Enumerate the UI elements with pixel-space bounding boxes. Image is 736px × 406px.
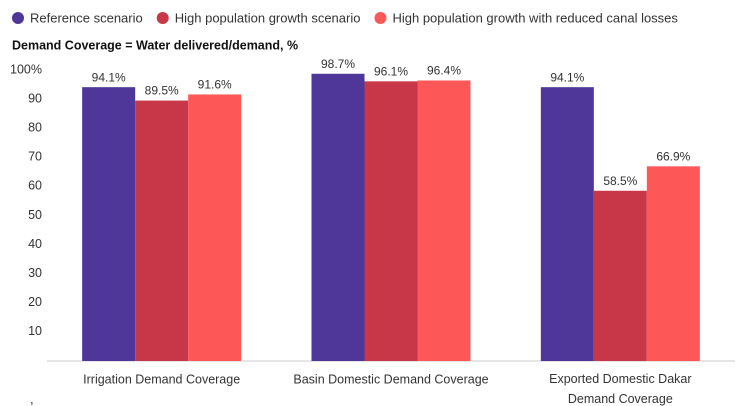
bar bbox=[82, 87, 136, 361]
bar bbox=[135, 100, 189, 362]
data-label: 89.5% bbox=[145, 84, 179, 98]
x-tick-label: Basin Domestic Demand Coverage bbox=[293, 372, 488, 386]
y-tick-label: 60 bbox=[28, 179, 42, 193]
data-label: 96.1% bbox=[374, 65, 408, 79]
bar bbox=[593, 190, 647, 361]
chart-subtitle: Demand Coverage = Water delivered/demand… bbox=[12, 38, 298, 52]
legend-label: High population growth with reduced cana… bbox=[392, 10, 678, 25]
bar bbox=[188, 94, 242, 361]
y-tick-label: 50 bbox=[28, 208, 42, 222]
y-tick-label: 70 bbox=[28, 150, 42, 164]
bar bbox=[311, 73, 365, 362]
data-label: 94.1% bbox=[550, 70, 584, 84]
y-tick-label: 30 bbox=[28, 266, 42, 280]
legend-marker bbox=[156, 12, 169, 24]
data-label: 91.6% bbox=[198, 78, 232, 92]
data-label: 98.7% bbox=[321, 57, 355, 71]
data-label: 58.5% bbox=[603, 174, 637, 188]
x-tick-label: Irrigation Demand Coverage bbox=[83, 372, 240, 386]
y-tick-label: 80 bbox=[28, 120, 42, 134]
legend-marker bbox=[374, 12, 387, 24]
legend-marker bbox=[12, 12, 24, 24]
y-tick-label: 40 bbox=[28, 237, 42, 251]
x-tick-label-line: Exported Domestic Dakar bbox=[549, 372, 691, 386]
legend-label: High population growth scenario bbox=[175, 10, 361, 25]
data-label: 94.1% bbox=[92, 70, 126, 84]
x-tick-label: Exported Domestic Dakar Demand Coverage bbox=[549, 372, 691, 406]
y-tick-label: 20 bbox=[28, 295, 42, 309]
legend-label: Reference scenario bbox=[30, 10, 143, 25]
y-tick-label: 10 bbox=[28, 324, 42, 338]
data-label: 66.9% bbox=[656, 149, 690, 163]
bar bbox=[417, 80, 471, 361]
bar bbox=[540, 87, 594, 361]
y-tick-label: 90 bbox=[28, 91, 42, 105]
y-tick-label: 100% bbox=[10, 62, 42, 76]
bar bbox=[646, 166, 700, 361]
x-tick-label-line: Demand Coverage bbox=[568, 392, 673, 406]
data-label: 96.4% bbox=[427, 64, 461, 78]
bar bbox=[364, 81, 418, 361]
footnote: , bbox=[30, 391, 34, 406]
